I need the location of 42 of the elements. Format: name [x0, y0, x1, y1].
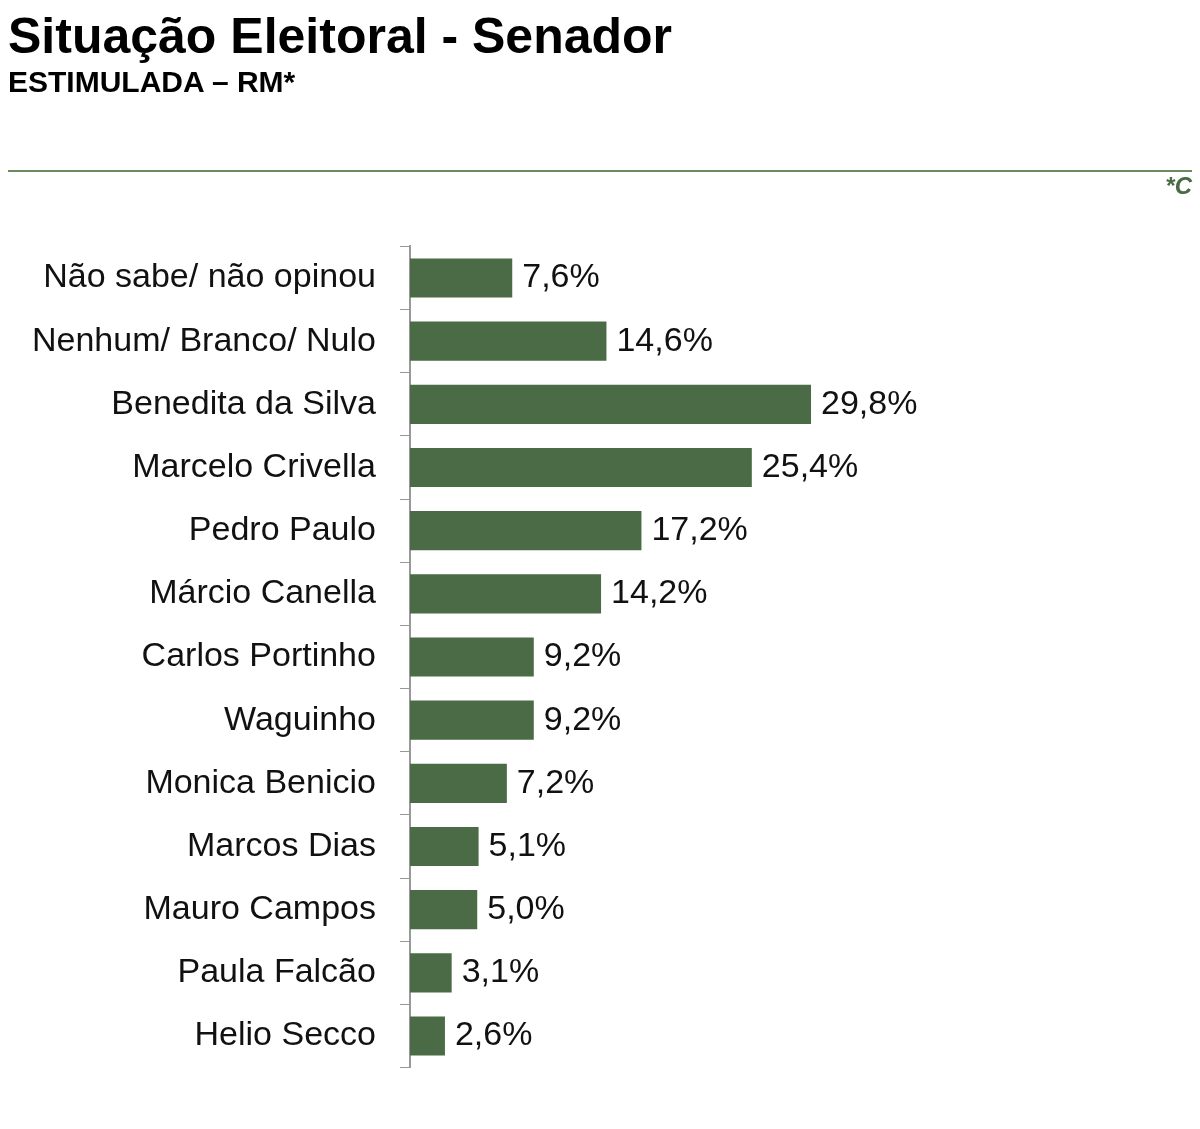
bar	[409, 700, 534, 740]
data-label: 17,2%	[651, 509, 748, 548]
data-label: 9,2%	[543, 698, 622, 737]
y-tick-label: Nenhum/ Branco/ Nulo	[32, 319, 376, 358]
data-label: 14,2%	[611, 572, 708, 611]
data-label: 2,6%	[454, 1014, 533, 1053]
y-tick-label: Monica Benicio	[145, 761, 376, 800]
bar	[409, 447, 752, 488]
y-tick-label: Márcio Canella	[149, 572, 377, 611]
bar	[409, 637, 534, 677]
y-tick-label: Mauro Campos	[143, 888, 376, 927]
bar	[409, 890, 478, 930]
data-label: 3,1%	[461, 951, 540, 990]
bar	[409, 258, 513, 298]
bar	[409, 763, 507, 803]
data-label: 7,6%	[522, 256, 600, 295]
data-label: 29,8%	[821, 382, 918, 421]
data-label: 5,0%	[487, 888, 565, 927]
bar	[409, 574, 602, 614]
bar	[409, 1016, 445, 1056]
y-tick-label: Waguinho	[224, 698, 376, 737]
data-label: 7,2%	[516, 761, 595, 800]
y-tick-label: Não sabe/ não opinou	[43, 256, 376, 295]
bar	[409, 321, 607, 361]
y-tick-label: Carlos Portinho	[141, 635, 376, 674]
y-tick-label: Paula Falcão	[177, 951, 376, 990]
data-label: 9,2%	[543, 635, 622, 674]
text: ESTIMULADA – RM*	[8, 64, 297, 100]
bar	[409, 511, 642, 551]
bar	[409, 826, 479, 867]
data-label: 25,4%	[761, 445, 859, 484]
chart-title: Situação Eleitoral - Senador	[8, 8, 674, 64]
data-label: 14,6%	[616, 319, 713, 358]
y-tick-label: Marcelo Crivella	[132, 445, 377, 484]
y-tick-label: Pedro Paulo	[188, 509, 376, 548]
bar	[409, 953, 452, 993]
y-tick-label: Benedita da Silva	[111, 382, 377, 421]
data-label: 5,1%	[488, 824, 567, 863]
bar	[409, 384, 812, 424]
y-tick-label: Marcos Dias	[187, 824, 376, 863]
text: *C	[1165, 172, 1192, 199]
y-tick-label: Helio Secco	[194, 1014, 376, 1053]
